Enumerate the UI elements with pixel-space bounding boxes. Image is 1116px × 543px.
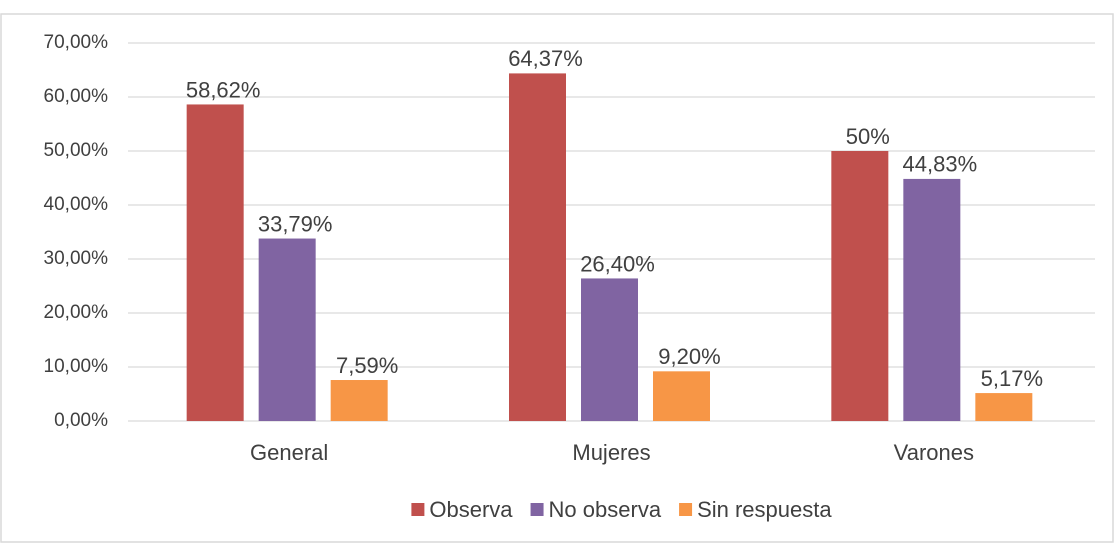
y-tick-label: 40,00%: [44, 194, 109, 215]
value-label: 64,37%: [508, 46, 583, 71]
y-tick-label: 60,00%: [44, 86, 109, 107]
bar: [831, 151, 889, 421]
bar: [258, 238, 316, 421]
bar: [903, 178, 961, 421]
bar: [186, 104, 244, 422]
y-tick-label: 0,00%: [54, 410, 108, 431]
value-label: 33,79%: [258, 211, 333, 236]
bar: [581, 278, 638, 421]
value-label: 26,40%: [580, 251, 655, 276]
value-label: 9,20%: [658, 344, 720, 369]
legend-label: Sin respuesta: [697, 497, 832, 522]
legend-swatch: [530, 503, 544, 516]
bar: [330, 380, 388, 421]
y-tick-label: 70,00%: [44, 32, 109, 53]
bar: [653, 371, 710, 421]
value-label: 5,17%: [981, 366, 1043, 391]
y-tick-label: 30,00%: [44, 248, 109, 269]
legend-swatch: [411, 503, 425, 516]
legend-swatch: [679, 503, 693, 516]
value-label: 58,62%: [186, 77, 261, 102]
y-tick-label: 10,00%: [44, 356, 109, 377]
legend-label: No observa: [549, 497, 662, 522]
value-label: 7,59%: [336, 353, 398, 378]
value-label: 50%: [846, 124, 890, 149]
bar: [975, 393, 1033, 421]
x-tick-label: Varones: [894, 440, 974, 465]
y-tick-label: 50,00%: [44, 140, 109, 161]
y-tick-label: 20,00%: [44, 302, 109, 323]
value-label: 44,83%: [903, 152, 978, 177]
bar: [509, 73, 566, 421]
legend-label: Observa: [429, 497, 513, 522]
x-tick-label: General: [250, 440, 328, 465]
x-tick-label: Mujeres: [572, 440, 650, 465]
